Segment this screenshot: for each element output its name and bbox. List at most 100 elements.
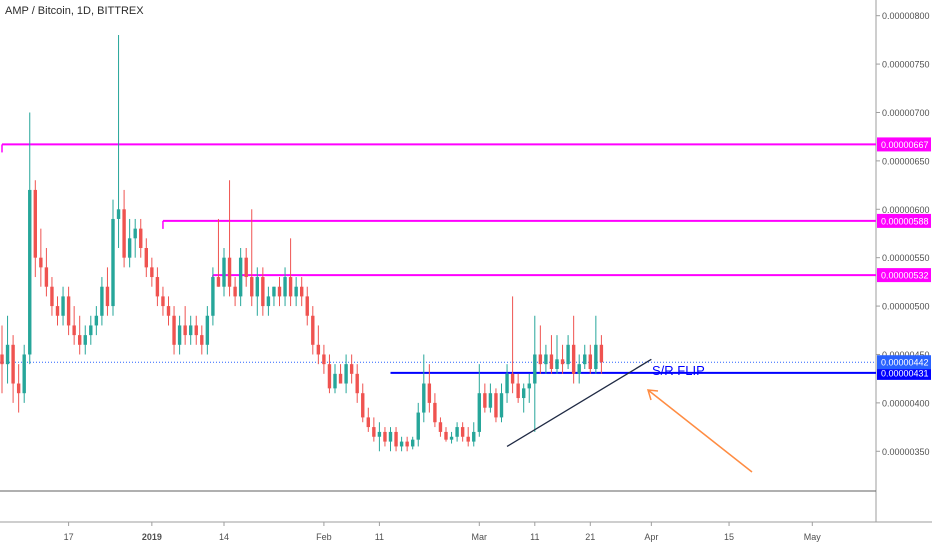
candle-body: [472, 431, 476, 442]
price-level-badge: [877, 268, 931, 283]
candle-body: [211, 277, 215, 316]
candle-body: [166, 306, 171, 316]
candle-body: [549, 354, 554, 369]
y-tick-label: 0.00000350: [882, 447, 930, 457]
candle-body: [172, 315, 176, 345]
candle-body: [55, 306, 60, 316]
candle-body: [510, 373, 515, 384]
candle-body: [460, 427, 465, 437]
candle-body: [238, 257, 243, 297]
candle-body: [544, 354, 548, 365]
candle-body: [133, 228, 137, 239]
last-price-label: 0.00000442: [881, 358, 929, 368]
candle-body: [483, 393, 487, 408]
candle-body: [538, 354, 543, 365]
candle-body: [372, 427, 376, 437]
candle-body: [316, 344, 321, 355]
candle-body: [144, 248, 148, 268]
candle-body: [599, 344, 604, 363]
candle-body: [194, 325, 198, 336]
candle-body: [50, 286, 54, 307]
candle-body: [205, 315, 210, 345]
candle-body: [488, 393, 493, 408]
annotation-label: S/R FLIP: [652, 363, 705, 378]
candle-body: [588, 354, 592, 369]
candle-body: [183, 325, 187, 336]
candle-body: [399, 441, 404, 447]
y-tick-label: 0.00000650: [882, 156, 930, 166]
candle-body: [200, 335, 204, 345]
candle-body: [272, 286, 276, 297]
candle-body: [0, 354, 4, 365]
candle-body: [255, 277, 259, 297]
candle-body: [116, 209, 121, 219]
candle-body: [216, 277, 221, 287]
candle-body: [455, 427, 459, 437]
candle-body: [139, 228, 143, 248]
annotation-arrowhead: [646, 389, 659, 401]
candle-body: [277, 286, 282, 297]
candle-body: [61, 296, 65, 316]
candle-body: [177, 325, 182, 345]
y-tick-label: 0.00000700: [882, 108, 930, 118]
candle-body: [499, 393, 504, 418]
candle-body: [394, 431, 398, 447]
candle-body: [377, 431, 382, 437]
candle-body: [100, 286, 104, 316]
x-tick-label: Feb: [316, 532, 332, 542]
candle-body: [161, 296, 165, 307]
y-tick-label: 0.00000750: [882, 60, 930, 70]
candle-body: [555, 359, 559, 369]
price-level-badge: [877, 137, 931, 152]
chart-header-title: AMP / Bitcoin, 1D, BITTREX: [5, 5, 144, 17]
candle-body: [39, 257, 43, 268]
x-tick-label: Mar: [472, 532, 488, 542]
x-tick-label: 14: [219, 532, 229, 542]
candle-body: [577, 364, 581, 374]
candle-body: [11, 344, 15, 384]
candle-body: [78, 335, 82, 345]
candle-body: [150, 267, 154, 278]
x-tick-label: 15: [724, 532, 734, 542]
y-tick-label: 0.00000450: [882, 350, 930, 360]
y-tick-label: 0.00000600: [882, 205, 930, 215]
candle-body: [300, 286, 304, 297]
candle-body: [28, 189, 32, 355]
candle-body: [189, 325, 193, 336]
candle-body: [5, 344, 10, 365]
candle-body: [349, 364, 354, 374]
candle-body: [127, 238, 132, 258]
x-tick-label: May: [804, 532, 822, 542]
candle-body: [16, 383, 21, 394]
candle-body: [494, 393, 498, 418]
candle-body: [311, 315, 315, 345]
candle-body: [111, 218, 115, 307]
candle-body: [89, 325, 93, 336]
candle-body: [527, 383, 531, 389]
candle-body: [327, 364, 332, 389]
candle-body: [449, 436, 454, 440]
candle-body: [477, 393, 481, 432]
x-tick-label: Apr: [644, 532, 658, 542]
candle-body: [583, 354, 587, 365]
candle-body: [250, 277, 254, 297]
candle-body: [233, 286, 237, 297]
y-tick-label: 0.00000400: [882, 398, 930, 408]
candle-body: [105, 286, 110, 307]
candle-body: [288, 277, 293, 297]
candle-body: [44, 267, 49, 287]
price-level-label: 0.00000667: [881, 140, 929, 150]
candle-body: [422, 383, 426, 413]
candle-body: [94, 315, 99, 326]
candle-body: [227, 257, 232, 287]
y-tick-label: 0.00000500: [882, 302, 930, 312]
candle-body: [122, 209, 126, 258]
candle-body: [571, 344, 576, 374]
candle-body: [344, 364, 348, 384]
annotation-arrow: [647, 389, 753, 473]
x-tick-label: 21: [585, 532, 595, 542]
price-level-label: 0.00000431: [881, 368, 929, 378]
x-tick-label: 11: [375, 532, 384, 542]
